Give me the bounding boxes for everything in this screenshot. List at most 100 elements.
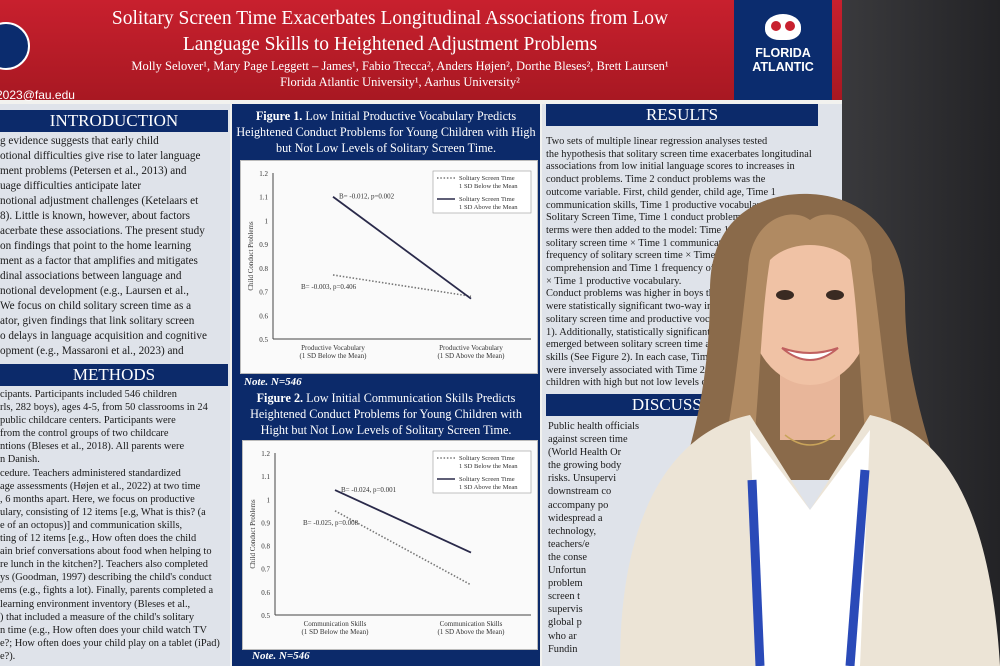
presenter-necklace [784,434,836,446]
y-tick-label: 0.6 [259,312,268,320]
y-tick-label: 0.7 [259,289,268,297]
results-line: Conduct problems was higher in boys than [546,288,724,300]
poster-authors: Molly Selover¹, Mary Page Leggett – Jame… [70,58,730,90]
presenter-photo [620,193,1000,666]
results-line: conduct problems. Time 2 conduct problem… [546,174,766,186]
figure2-chart: 0.5 0.6 0.7 0.8 0.9 1 1.1 1.2 Child Conduct Prob… [242,440,538,650]
introduction-line: o delays in language acquisition and cog… [0,330,207,342]
methods-line: learning environment inventory (Bleses e… [0,598,191,610]
figure1-note: Note. N=546 [244,376,302,388]
methods-line: e of an octopus)] and communication skil… [0,519,183,531]
methods-text: cipants. Participants included 546 child… [0,388,236,666]
methods-line: n Danish. [0,454,40,466]
discussion-line: risks. Unsupervi [548,473,617,485]
introduction-line: g evidence suggests that early child [0,135,159,147]
methods-line: age assessments (Højen et al., 2022) at … [0,480,201,492]
introduction-line: ment problems (Petersen et al., 2013) an… [0,165,187,177]
introduction-heading: INTRODUCTION [0,110,228,132]
figure1-label: Figure 1. [255,109,303,123]
methods-line: cedure. Teachers administered standardiz… [0,467,181,479]
y-tick-label: 0.9 [261,519,270,527]
introduction-line: 8). Little is known, however, about fact… [0,210,191,222]
y-tick-label: 1 [265,217,269,225]
presenter-eye-right [826,290,844,300]
presenter-eye-left [776,290,794,300]
results-line: frequency of solitary screen time × Time… [546,250,744,262]
lanyard-left [747,479,765,666]
x-tick-label-right-2: (1 SD Above the Mean) [438,628,506,636]
discussion-line: Public health officials [548,421,639,432]
legend-above-mean-label-2: 1 SD Above the Mean [459,204,518,211]
owl-icon [765,14,801,40]
introduction-line: otional difficulties give rise to later … [0,150,201,162]
methods-line: from the control groups of two childcare [0,428,169,440]
results-line: outcome variable. First, child gender, c… [546,186,776,198]
affiliations-line: Florida Atlantic University¹, Aarhus Uni… [280,75,520,89]
introduction-text: g evidence suggests that early child otio… [0,134,228,360]
y-tick-label: 0.8 [261,543,270,551]
series-line-above-mean [332,195,472,300]
results-line: skills (See Figure 2). In each case, Tim… [546,351,731,363]
y-tick-label: 0.9 [259,241,268,249]
figure2-caption: Low Initial Communication Skills Predict… [250,391,522,437]
methods-line: , 6 months apart. Here, we focus on prod… [0,493,195,505]
legend-above-mean-label-2: 1 SD Above the Mean [459,484,518,491]
figure2-title: Figure 2. Low Initial Communication Skil… [236,390,536,438]
discussion-line: Fundin [548,643,578,655]
contact-email: 2023@fau.edu [0,88,75,102]
y-axis-label: Child Conduct Problems [247,221,255,291]
legend-box [432,450,532,494]
discussion-line: widespread a [548,512,603,524]
figure2-note: Note. N=546 [252,650,310,662]
figure1-caption: Low Initial Productive Vocabulary Predic… [236,109,536,155]
presenter-smile [781,347,839,361]
y-tick-label: 0.5 [261,612,270,620]
methods-line: e?; How often does your child play on a … [0,637,220,649]
methods-heading: METHODS [0,364,228,386]
discussion-line: Unfortun [548,565,587,577]
results-line: were inversely associated with Time 2 co… [546,364,728,376]
x-tick-label-left-2: (1 SD Below the Mean) [300,352,368,360]
series-line-below-mean [332,274,472,298]
methods-line: e?). [0,650,16,662]
introduction-line: opment (e.g., Massaroni et al., 2023) an… [0,345,184,357]
results-line: 1). Additionally, statistically signific… [546,326,732,338]
discussion-text: Public health officials against screen ti… [548,420,668,666]
legend-below-mean-label-2: 1 SD Below the Mean [459,183,518,190]
introduction-line: We focus on child solitary screen time a… [0,300,192,312]
x-tick-label-right-1: Communication Skills [440,620,503,628]
y-tick-label: 0.8 [259,265,268,273]
presenter-face [748,225,872,385]
x-tick-label-right-2: (1 SD Above the Mean) [438,352,506,360]
legend-above-mean-label-1: Solitary Screen Time [459,196,515,203]
results-line: were statistically significant two-way i… [546,301,733,313]
legend-box [432,170,532,214]
introduction-line: dinal associations between language and [0,270,182,282]
annotation-above-mean: B= -0.024, p=0.001 [341,486,397,494]
poster-title: Solitary Screen Time Exacerbates Longitu… [40,6,740,58]
figure1-chart: 0.5 0.6 0.7 0.8 0.9 1 1.1 1.2 Child Conduct Prob… [240,160,538,374]
methods-line: cipants. Participants included 546 child… [0,389,177,400]
methods-line: ) that included a measure of the child's… [0,611,195,623]
results-text: Two sets of multiple linear regression a… [546,136,818,390]
discussion-line: accompany po [548,499,609,511]
results-line: emerged between solitary screen time and… [546,339,728,351]
legend-below-mean-label-2: 1 SD Below the Mean [459,463,518,470]
figure1-svg: 0.5 0.6 0.7 0.8 0.9 1 1.1 1.2 Child Conduct Prob… [247,170,532,360]
poster-banner: Solitary Screen Time Exacerbates Longitu… [0,0,842,102]
discussion-line: downstream co [548,486,612,498]
x-tick-label-left-2: (1 SD Below the Mean) [302,628,370,636]
presenter-hair-front [720,214,900,480]
annotation-below-mean: B= -0.025, p=0.008 [303,519,359,527]
figure2-label: Figure 2. [256,391,304,405]
discussion-line: the growing body [548,460,622,472]
discussion-line: (World Health Or [548,447,622,459]
methods-line: ain brief conversations about food when … [0,546,212,558]
discussion-line: the conse [548,551,587,563]
methods-line: ulary, consisting of 12 items [e.g, What… [0,506,206,518]
discussion-line: technology, [548,525,597,537]
results-line: comprehension and Time 1 frequency of so… [546,263,740,275]
university-logo-left [0,22,30,70]
introduction-line: acerbate these associations. The present… [0,225,205,237]
methods-line: rls, 282 boys), ages 4-5, from 50 classr… [0,402,208,414]
